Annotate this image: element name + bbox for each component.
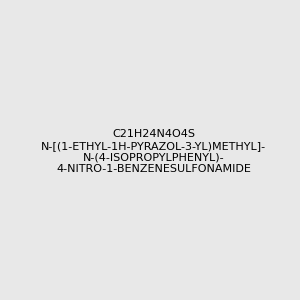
Text: C21H24N4O4S
N-[(1-ETHYL-1H-PYRAZOL-3-YL)METHYL]-
N-(4-ISOPROPYLPHENYL)-
4-NITRO-: C21H24N4O4S N-[(1-ETHYL-1H-PYRAZOL-3-YL)…	[41, 129, 266, 174]
